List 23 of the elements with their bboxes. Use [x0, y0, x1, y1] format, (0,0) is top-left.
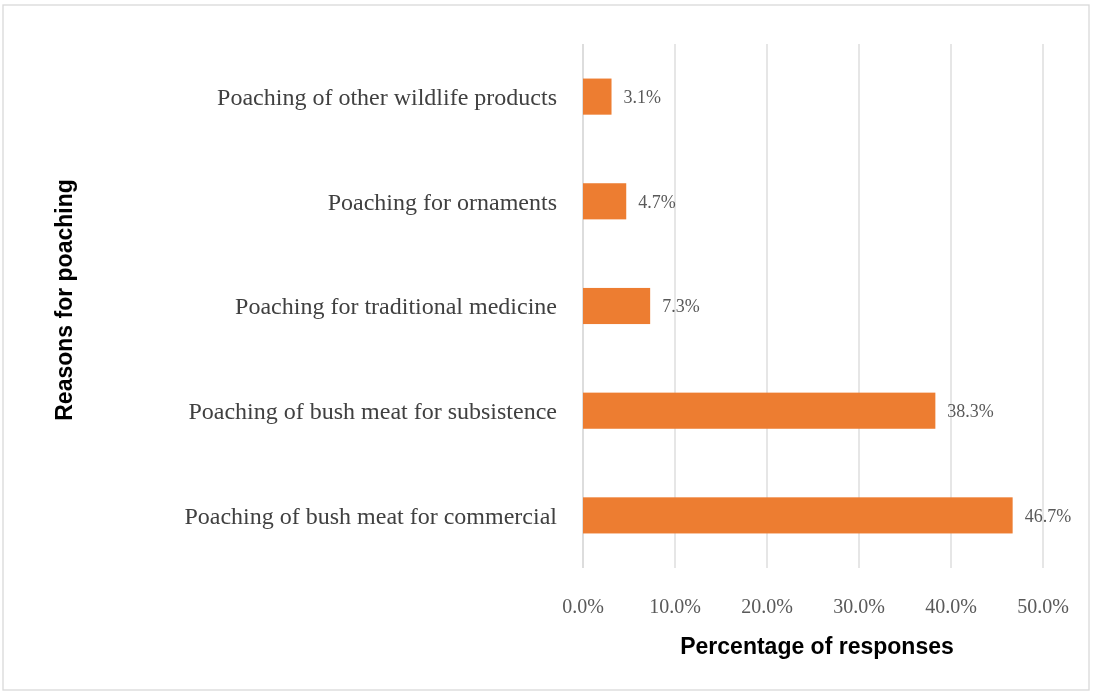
data-label: 46.7%	[1024, 505, 1072, 526]
bar	[583, 287, 651, 325]
x-axis-title: Percentage of responses	[680, 633, 954, 660]
y-tick-label: Poaching of bush meat for commercial	[184, 502, 558, 529]
x-tick-label: 50.0%	[1017, 595, 1069, 617]
bar	[583, 497, 1013, 534]
x-tick-label: 10.0%	[649, 595, 701, 617]
bar	[583, 183, 627, 220]
bar	[583, 392, 936, 429]
y-tick-label: Poaching of bush meat for subsistence	[188, 398, 557, 425]
x-tick-label: 40.0%	[925, 595, 977, 617]
y-tick-label: Poaching of other wildlife products	[217, 84, 557, 111]
y-tick-label: Poaching for ornaments	[327, 188, 557, 215]
x-tick-label: 20.0%	[741, 595, 793, 617]
data-label: 38.3%	[947, 401, 994, 421]
y-tick-label: Poaching for traditional medicine	[235, 293, 557, 320]
x-tick-label: 30.0%	[833, 595, 885, 617]
y-axis-title: Reasons for poaching	[51, 179, 78, 421]
x-tick-label: 0.0%	[562, 595, 604, 617]
data-label: 4.7%	[638, 191, 676, 212]
data-label: 3.1%	[623, 86, 662, 107]
bar	[583, 78, 612, 115]
data-label: 7.3%	[662, 296, 700, 317]
